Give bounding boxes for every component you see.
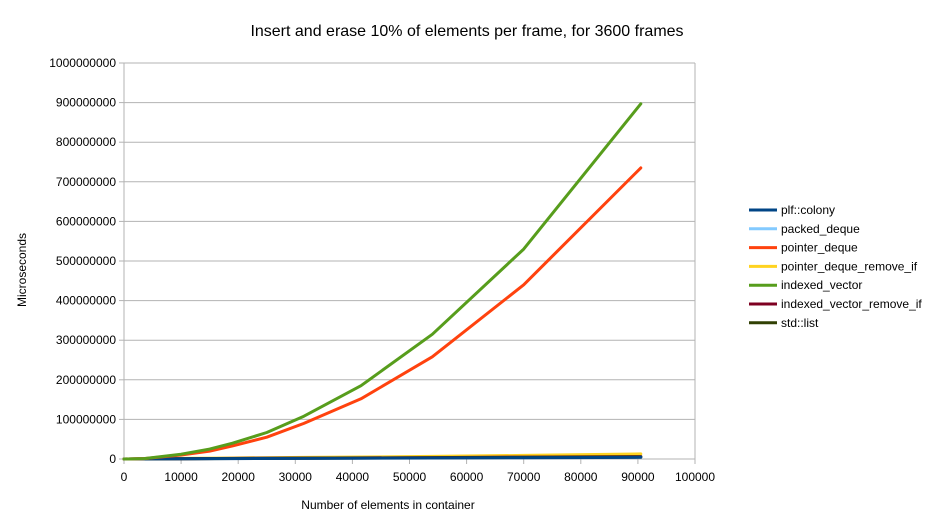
chart-title: Insert and erase 10% of elements per fra…	[250, 23, 683, 40]
x-tick-label: 20000	[222, 470, 256, 484]
series-lines	[122, 102, 643, 461]
x-tick-label: 10000	[164, 470, 198, 484]
axes: 0 100000000 200000000 300000000 400000000 500…	[49, 56, 715, 484]
x-tick-label: 0	[121, 470, 128, 484]
x-tick-label: 90000	[621, 470, 655, 484]
y-tick-label: 300000000	[56, 333, 116, 347]
y-tick-label: 0	[109, 452, 116, 466]
legend-item: plf::colony	[749, 203, 835, 217]
x-tick-label: 40000	[336, 470, 370, 484]
x-tick-label: 100000	[675, 470, 715, 484]
legend-item: packed_deque	[749, 222, 860, 236]
legend-label: std::list	[781, 316, 819, 330]
legend-item: pointer_deque	[749, 241, 858, 255]
legend-item: indexed_vector	[749, 278, 862, 292]
y-tick-label: 600000000	[56, 214, 116, 228]
x-tick-label: 30000	[279, 470, 313, 484]
y-tick-label: 900000000	[56, 96, 116, 110]
legend-item: indexed_vector_remove_if	[749, 297, 922, 311]
x-tick-label: 60000	[450, 470, 484, 484]
y-tick-label: 700000000	[56, 175, 116, 189]
y-tick-label: 800000000	[56, 135, 116, 149]
legend-label: indexed_vector_remove_if	[781, 297, 922, 311]
legend-label: pointer_deque_remove_if	[781, 259, 918, 273]
series-line-pointer-deque	[122, 166, 643, 461]
legend: plf::colonypacked_dequepointer_dequepoin…	[749, 203, 922, 330]
y-tick-label: 1000000000	[49, 56, 116, 70]
grid	[124, 62, 695, 460]
legend-item: std::list	[749, 316, 819, 330]
legend-label: pointer_deque	[781, 241, 858, 255]
x-tick-label: 70000	[507, 470, 541, 484]
x-tick-label: 50000	[393, 470, 427, 484]
y-tick-label: 200000000	[56, 373, 116, 387]
y-axis-title: Microseconds	[15, 233, 29, 307]
y-tick-label: 100000000	[56, 412, 116, 426]
y-tick-label: 500000000	[56, 254, 116, 268]
legend-label: packed_deque	[781, 222, 860, 236]
x-tick-label: 80000	[564, 470, 598, 484]
legend-item: pointer_deque_remove_if	[749, 259, 918, 273]
legend-label: plf::colony	[781, 203, 835, 217]
x-axis-title: Number of elements in container	[301, 498, 474, 512]
series-line-indexed-vector	[122, 102, 643, 461]
series-line-plf-colony	[122, 455, 643, 461]
legend-label: indexed_vector	[781, 278, 862, 292]
y-tick-label: 400000000	[56, 294, 116, 308]
